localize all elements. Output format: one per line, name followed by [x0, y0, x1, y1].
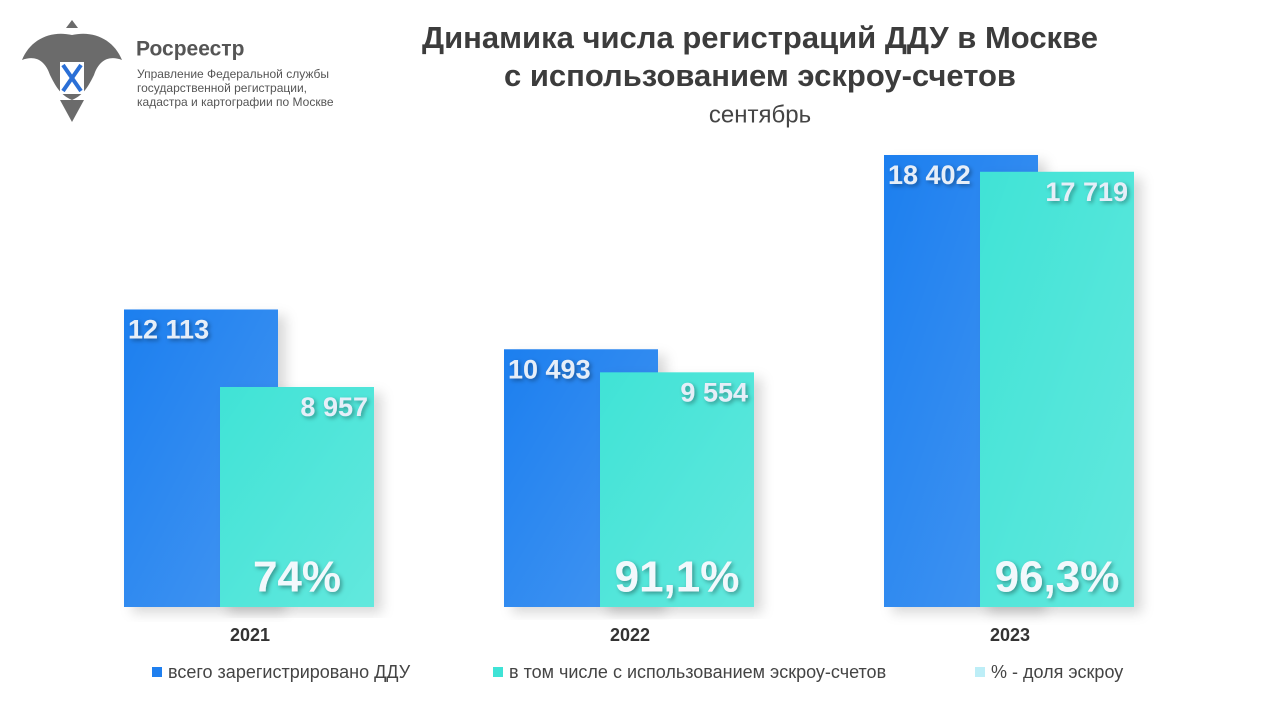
bar-shine	[220, 386, 374, 607]
legend-swatch	[152, 667, 162, 677]
legend-label: всего зарегистрировано ДДУ	[168, 662, 411, 682]
value-label: 17 719	[1045, 177, 1128, 207]
x-tick-label: 2022	[610, 625, 650, 645]
bar-shine	[980, 171, 1134, 607]
org-name: Росреестр	[136, 38, 244, 61]
chart-title: Динамика числа регистраций ДДУ в Москве	[422, 20, 1098, 55]
org-line: Управление Федеральной службы	[137, 67, 329, 81]
legend-label: % - доля эскроу	[991, 662, 1123, 682]
bar-shine	[600, 372, 754, 607]
value-label: 9 554	[680, 377, 748, 407]
percent-label: 96,3%	[995, 553, 1120, 602]
value-label: 18 402	[888, 160, 971, 190]
org-line: кадастра и картографии по Москве	[137, 95, 334, 109]
chart-title: с использованием эскроу-счетов	[504, 58, 1016, 93]
legend-swatch	[975, 667, 985, 677]
legend-swatch	[493, 667, 503, 677]
value-label: 8 957	[300, 392, 368, 422]
legend-label: в том числе с использованием эскроу-счет…	[509, 662, 886, 682]
org-line: государственной регистрации,	[137, 81, 307, 95]
chart-subtitle: сентябрь	[709, 101, 811, 128]
x-tick-label: 2023	[990, 625, 1030, 645]
value-label: 10 493	[508, 354, 591, 384]
emblem-cross	[61, 63, 83, 93]
percent-label: 74%	[253, 553, 341, 602]
value-label: 12 113	[128, 315, 209, 345]
x-tick-label: 2021	[230, 625, 270, 645]
percent-label: 91,1%	[615, 553, 740, 602]
